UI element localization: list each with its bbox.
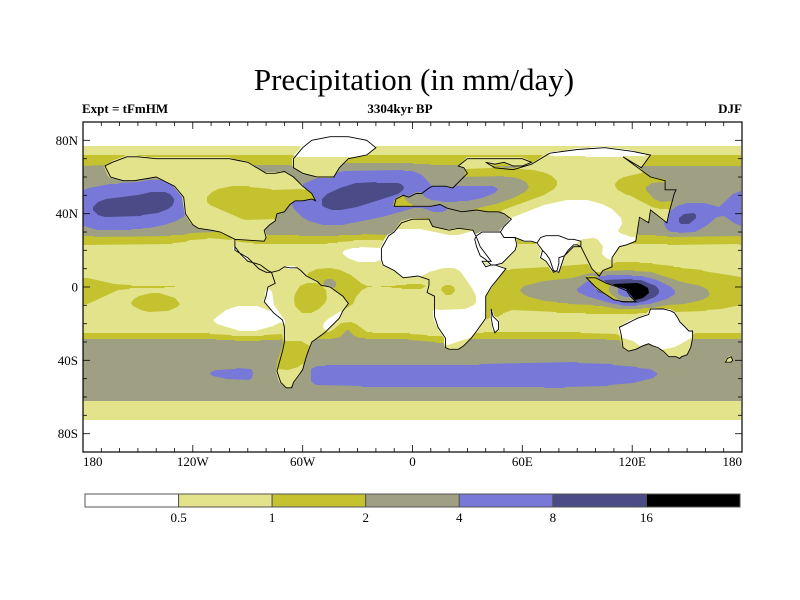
svg-text:1: 1 bbox=[269, 510, 276, 525]
svg-text:0.5: 0.5 bbox=[170, 510, 186, 525]
svg-text:16: 16 bbox=[640, 510, 654, 525]
svg-text:8: 8 bbox=[550, 510, 557, 525]
svg-text:4: 4 bbox=[456, 510, 463, 525]
svg-text:2: 2 bbox=[362, 510, 369, 525]
